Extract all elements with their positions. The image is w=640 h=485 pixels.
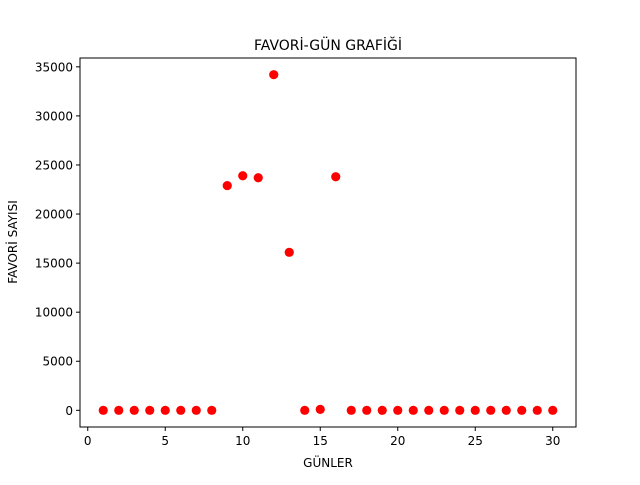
y-tick-label: 5000 xyxy=(42,355,73,369)
data-point xyxy=(315,404,325,414)
data-point xyxy=(176,405,186,415)
y-tick-label: 20000 xyxy=(35,208,73,222)
data-point xyxy=(532,405,542,415)
y-tick-label: 0 xyxy=(65,404,73,418)
chart-title: FAVORİ-GÜN GRAFİĞİ xyxy=(254,36,402,54)
data-point xyxy=(439,405,449,415)
data-point xyxy=(269,70,279,80)
y-tick-label: 10000 xyxy=(35,306,73,320)
data-point xyxy=(346,405,356,415)
data-point xyxy=(191,405,201,415)
data-point xyxy=(207,405,217,415)
data-point xyxy=(548,405,558,415)
data-point xyxy=(424,405,434,415)
data-points xyxy=(98,70,558,415)
data-point xyxy=(129,405,139,415)
data-point xyxy=(98,405,108,415)
data-point xyxy=(408,405,418,415)
data-point xyxy=(114,405,124,415)
x-axis-label: GÜNLER xyxy=(303,454,353,470)
x-tick-label: 25 xyxy=(468,434,483,448)
data-point xyxy=(501,405,511,415)
x-tick-label: 20 xyxy=(390,434,405,448)
data-point xyxy=(222,180,232,191)
data-point xyxy=(253,173,263,183)
x-tick-label: 0 xyxy=(84,434,92,448)
data-point xyxy=(160,405,170,415)
data-point xyxy=(238,171,248,181)
data-point xyxy=(362,405,372,415)
y-tick-label: 25000 xyxy=(35,158,73,172)
x-tick-label: 5 xyxy=(161,434,169,448)
x-tick-label: 30 xyxy=(545,434,560,448)
x-tick-label: 10 xyxy=(235,434,250,448)
plot-area-frame xyxy=(79,57,577,428)
data-point xyxy=(470,405,480,415)
data-point xyxy=(393,405,403,415)
data-point xyxy=(331,172,341,182)
x-tick-label: 15 xyxy=(313,434,328,448)
data-point xyxy=(145,405,155,415)
y-axis-ticks: 0 5000 10000 15000 20000 25000 30000 35000 xyxy=(35,60,80,418)
y-tick-label: 30000 xyxy=(35,109,73,123)
x-axis-ticks: 0 5 10 15 20 25 30 xyxy=(84,427,560,448)
y-tick-label: 35000 xyxy=(35,60,73,74)
data-point xyxy=(284,247,294,257)
y-axis-label: FAVORİ SAYISI xyxy=(5,200,20,284)
data-point xyxy=(300,405,310,415)
data-point xyxy=(377,405,387,415)
data-point xyxy=(455,405,465,415)
y-tick-label: 15000 xyxy=(35,257,73,271)
data-point xyxy=(486,405,496,415)
data-point xyxy=(517,405,527,415)
